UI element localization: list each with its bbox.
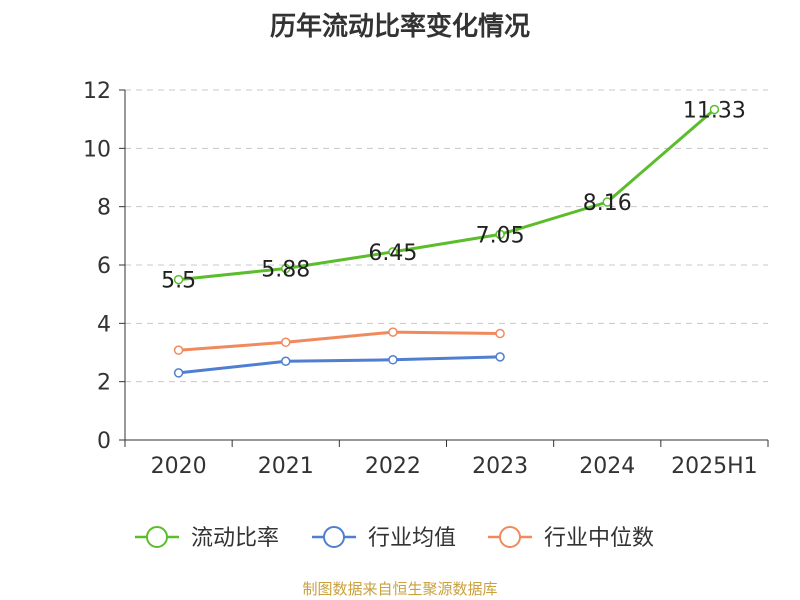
data-point-1-0: [173, 368, 184, 378]
x-tick-label-2022: 2022: [365, 454, 421, 479]
data-point-1-2: [388, 355, 398, 365]
data-point-2-3: [495, 328, 505, 339]
series-line-0: [178, 108, 716, 282]
legend-label-1: 行业均值: [368, 526, 456, 551]
legend-marker-2: [499, 526, 521, 548]
data-point-1-1: [281, 356, 291, 366]
data-point-2-2: [388, 327, 398, 337]
data-label-0-2: 6.45: [368, 241, 417, 266]
data-point-0-0: [173, 274, 184, 285]
data-label-0-4: 8.16: [583, 191, 632, 216]
legend-label-0: 流动比率: [191, 526, 279, 551]
y-tick-label-0: 0: [97, 429, 111, 454]
series-line-1: [178, 355, 501, 375]
x-axis: 2020 2021 2022 2023 2024 2025H1: [124, 439, 769, 479]
y-tick-label-10: 10: [83, 137, 111, 162]
series-line-2: [178, 330, 501, 352]
data-point-0-4: [602, 197, 612, 207]
data-point-1-3: [495, 352, 505, 362]
y-tick-label-4: 4: [97, 312, 111, 337]
y-axis: 0 2 4 6 8 10 12: [83, 79, 126, 454]
data-label-0-5: 11.33: [683, 99, 746, 124]
x-tick-label-2025H1: 2025H1: [671, 454, 758, 479]
data-point-2-0: [173, 345, 184, 355]
legend-marker-1: [323, 526, 345, 548]
data-label-0-0: 5.5: [161, 269, 196, 294]
y-tick-label-12: 12: [83, 79, 111, 104]
data-point-0-1: [281, 263, 291, 274]
data-label-0-1: 5.88: [261, 258, 310, 283]
data-point-0-2: [388, 247, 398, 257]
series-group: 5.5 5.88 6.45 7.05 8.16 11.33: [161, 99, 746, 378]
legend-label-2: 行业中位数: [544, 526, 654, 551]
chart-title: 历年流动比率变化情况: [269, 12, 530, 42]
x-tick-label-2023: 2023: [472, 454, 528, 479]
y-tick-label-8: 8: [97, 196, 111, 221]
x-tick-label-2020: 2020: [151, 454, 207, 479]
legend-marker-0: [146, 526, 168, 548]
source-footer: 制图数据来自恒生聚源数据库: [302, 580, 498, 598]
data-point-0-3: [495, 229, 505, 240]
y-tick-label-2: 2: [97, 371, 111, 396]
legend: 流动比率 行业均值 行业中位数: [135, 526, 654, 551]
data-point-2-1: [281, 337, 291, 348]
x-tick-label-2024: 2024: [579, 454, 635, 479]
gridlines: [125, 89, 768, 383]
x-tick-label-2021: 2021: [258, 454, 314, 479]
y-tick-label-6: 6: [97, 254, 111, 279]
data-point-0-5: [709, 104, 720, 115]
data-label-0-3: 7.05: [476, 223, 525, 248]
